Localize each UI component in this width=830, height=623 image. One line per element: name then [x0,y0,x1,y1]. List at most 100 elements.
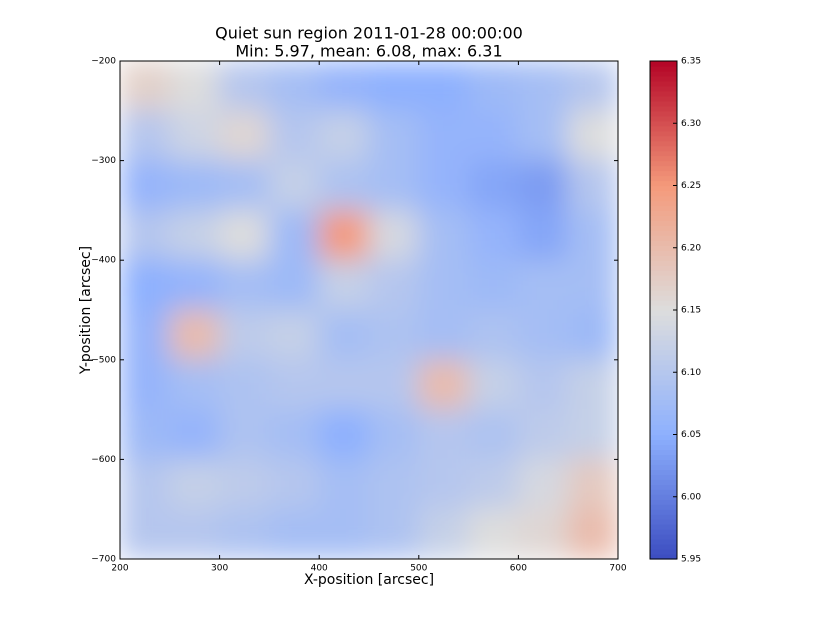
heat-cell [567,309,618,361]
colorbar-tick-label: 6.05 [681,430,701,440]
colorbar-step [650,170,677,177]
heat-cell [368,309,420,361]
heat-cell [468,409,519,460]
heat-cell [268,209,320,261]
heat-cell [169,359,221,411]
colorbar-step [650,554,677,560]
colorbar-step [650,374,677,381]
colorbar-step [650,384,677,391]
colorbar-tick-label: 6.35 [681,57,701,67]
colorbar-step [650,235,677,241]
colorbar-step [650,310,677,316]
colorbar-step [650,305,677,311]
y-axis-label: Y-position [arcsec] [78,246,94,375]
heat-cell [318,61,370,112]
colorbar-step [650,125,677,132]
x-tick-label: 700 [609,564,626,574]
colorbar-step [650,359,677,366]
colorbar-step [650,334,677,341]
heat-cell [169,61,221,112]
heat-cell [567,259,618,311]
colorbar-step [650,220,677,226]
colorbar-step [650,135,677,142]
colorbar-step [650,90,677,97]
colorbar-step [650,529,677,535]
colorbar-step [650,75,677,82]
heat-cell [268,160,320,211]
colorbar-step [650,479,677,485]
heat-cell [219,259,270,311]
heat-cell [268,359,320,411]
colorbar-step [650,110,677,117]
colorbar-step [650,469,677,475]
colorbar-step [650,539,677,545]
colorbar-step [650,464,677,470]
colorbar-step [650,230,677,236]
heat-cell [368,458,420,510]
heat-cell [219,309,270,361]
colorbar-tick-label: 6.00 [681,492,701,502]
axes-frame [119,60,619,560]
colorbar-step [650,404,677,411]
colorbar-step [650,509,677,515]
colorbar-step [650,314,677,321]
heat-cell [418,359,470,411]
colorbar-step [650,175,677,182]
colorbar-step [650,419,677,426]
x-tick-label: 500 [410,564,427,574]
heatmap [120,61,618,559]
heat-cell [368,209,420,261]
colorbar-step [650,295,677,301]
heat-cell [468,160,519,211]
colorbar-step [650,61,677,67]
heat-cell [219,508,270,559]
heat-cell [418,209,470,261]
heat-cell [368,409,420,460]
heat-cell [169,259,221,311]
colorbar-step [650,280,677,286]
colorbar-step [650,115,677,122]
heat-cell [219,110,270,162]
colorbar-tick-label: 6.10 [681,368,701,378]
colorbar-step [650,549,677,555]
colorbar: 5.95 6.00 6.05 6.10 6.15 6.20 6.25 6.30 6.35 [650,57,701,565]
heat-cell [268,409,320,460]
colorbar-step [650,275,677,281]
heat-cell [318,359,370,411]
colorbar-step [650,265,677,271]
colorbar-step [650,70,677,77]
colorbar-step [650,504,677,510]
colorbar-step [650,65,677,72]
colorbar-tick-label: 6.25 [681,181,701,191]
y-tick-label: −700 [91,555,116,565]
x-axis-label: X-position [arcsec] [304,572,434,588]
heat-cell [219,458,270,510]
colorbar-step [650,344,677,351]
heat-cell [368,160,420,211]
heat-cell [418,309,470,361]
colorbar-step [650,85,677,92]
colorbar-step [650,185,677,192]
heat-cell [517,110,569,162]
heat-cell [567,160,618,211]
colorbar-step [650,240,677,246]
heat-cell [219,160,270,211]
heat-cell [169,110,221,162]
heat-cell [219,359,270,411]
y-tick-label: −200 [91,57,116,67]
colorbar-step [650,489,677,495]
x-tick-label: 400 [311,564,328,574]
colorbar-step [650,369,677,376]
heat-cell [468,61,519,112]
heat-cell [517,61,569,112]
colorbar-step [650,534,677,540]
heat-cell [318,110,370,162]
colorbar-step [650,459,677,465]
colorbar-step [650,150,677,157]
colorbar-step [650,339,677,346]
heat-cell [517,409,569,460]
colorbar-step [650,394,677,401]
colorbar-step [650,190,677,197]
